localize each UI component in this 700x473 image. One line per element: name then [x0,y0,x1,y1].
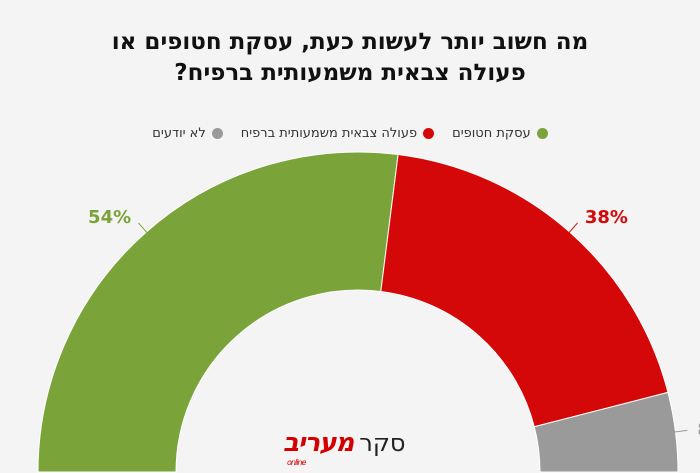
data-label-dont-know: 8% [697,419,700,440]
chart-title-line-1: מה חשוב יותר לעשות כעת, עסקת חטופים או [111,29,589,55]
legend-label-dont-know: לא יודעים [152,126,206,141]
leader-line-dont-know [673,429,688,433]
slice-rafah-operation[interactable] [380,153,669,428]
logo-survey-word: סקר [359,429,406,457]
legend-item-rafah-operation[interactable]: פעולה צבאית משמעותית ברפיח [240,126,435,141]
leader-line-rafah-operation [567,222,578,234]
legend-label-rafah-operation: פעולה צבאית משמעותית ברפיח [240,126,418,141]
leader-line-hostage-deal [138,222,149,234]
slice-dont-know[interactable] [533,391,679,473]
maariv-survey-logo: סקר מעריב online [283,421,406,467]
chart-legend: עסקת חטופים פעולה צבאית משמעותית ברפיח ל… [0,126,700,141]
data-label-hostage-deal: 54% [88,207,131,228]
slice-hostage-deal[interactable] [37,151,399,473]
legend-label-hostage-deal: עסקת חטופים [452,126,531,141]
chart-title: מה חשוב יותר לעשות כעת, עסקת חטופים או פ… [0,27,700,89]
legend-item-dont-know[interactable]: לא יודעים [152,126,223,141]
logo-brand: מעריב online [283,428,354,467]
legend-swatch-hostage-deal [536,128,548,139]
legend-item-hostage-deal[interactable]: עסקת חטופים [452,126,548,141]
logo-brand-sub: online [287,458,306,467]
data-label-rafah-operation: 38% [585,207,628,228]
logo-brand-name: מעריב [283,428,354,458]
chart-title-line-2: פעולה צבאית משמעותית ברפיח? [174,60,526,86]
legend-swatch-rafah-operation [423,128,435,139]
legend-swatch-dont-know [211,128,223,139]
